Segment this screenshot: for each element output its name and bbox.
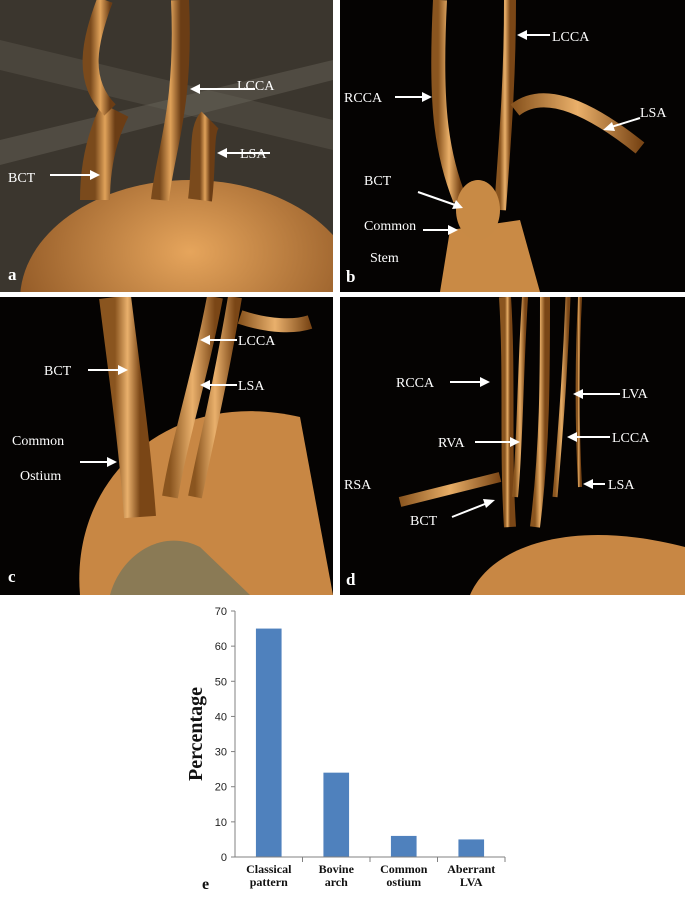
x-category-label: Bovine [319, 862, 355, 876]
y-tick-label: 50 [215, 676, 227, 688]
x-category-label: Aberrant [447, 862, 495, 876]
y-tick-label: 10 [215, 817, 227, 829]
bar [323, 772, 350, 857]
bars [255, 628, 485, 857]
x-category-label: pattern [250, 875, 288, 889]
bar [255, 628, 282, 857]
panel-d-letter: d [346, 570, 356, 589]
bar [458, 839, 485, 857]
panel-d-label-rva: RVA [438, 436, 466, 451]
panel-c-label-bct: BCT [44, 364, 72, 379]
panel-b-label-stem: Stem [370, 251, 399, 266]
x-category-label: ostium [386, 875, 421, 889]
panel-b-label-lcca: LCCA [552, 30, 590, 45]
bar [390, 835, 417, 857]
panel-d-label-lcca: LCCA [612, 431, 650, 446]
panel-d-label-bct: BCT [410, 514, 438, 529]
panel-e-letter: e [202, 876, 209, 893]
y-axis-label: Percentage [185, 687, 207, 781]
panel-c-image: LCCA BCT LSA Common Ostium c [8, 297, 333, 595]
panel-d-label-lsa: LSA [608, 478, 635, 493]
panel-a-image: LCCA LSA BCT a [0, 0, 333, 292]
y-tick-label: 20 [215, 782, 227, 794]
panel-c-letter: c [8, 567, 16, 586]
panel-b-label-bct: BCT [364, 174, 392, 189]
y-tick-label: 0 [221, 852, 227, 864]
panel-b-label-lsa: LSA [640, 106, 667, 121]
y-axis-ticks: 0 10 20 30 40 50 60 70 [215, 606, 235, 864]
panel-c-label-lcca: LCCA [238, 334, 276, 349]
y-tick-label: 70 [215, 606, 227, 618]
panel-d-label-rsa: RSA [344, 478, 372, 493]
panel-b: LCCA RCCA LSA BCT Common Stem b [340, 0, 685, 292]
panel-a-label-lsa: LSA [240, 147, 267, 162]
y-tick-label: 40 [215, 711, 227, 723]
panel-d-label-lva: LVA [622, 387, 649, 402]
x-category-label: Common [380, 862, 428, 876]
x-category-label: arch [325, 875, 348, 889]
x-category-label: Classical [246, 862, 292, 876]
panel-d-label-rcca: RCCA [396, 376, 435, 391]
y-tick-label: 60 [215, 641, 227, 653]
panel-a-label-bct: BCT [8, 171, 36, 186]
panel-c-label-common: Common [12, 434, 64, 449]
panel-d: RCCA LVA RVA LCCA RSA LSA BCT d [340, 297, 685, 595]
panel-d-image: RCCA LVA RVA LCCA RSA LSA BCT d [344, 297, 685, 595]
panel-a: LCCA LSA BCT a [0, 0, 333, 292]
x-category-label: LVA [460, 875, 483, 889]
panel-c-label-lsa: LSA [238, 379, 265, 394]
panel-c: LCCA BCT LSA Common Ostium c [0, 297, 333, 595]
panel-b-letter: b [346, 267, 355, 286]
panel-b-label-rcca: RCCA [344, 91, 383, 106]
panel-c-label-ostium: Ostium [20, 469, 61, 484]
y-tick-label: 30 [215, 747, 227, 759]
panel-b-label-common: Common [364, 219, 416, 234]
panel-a-label-lcca: LCCA [237, 79, 275, 94]
panel-a-letter: a [8, 265, 17, 284]
panel-b-image: LCCA RCCA LSA BCT Common Stem b [344, 0, 667, 292]
